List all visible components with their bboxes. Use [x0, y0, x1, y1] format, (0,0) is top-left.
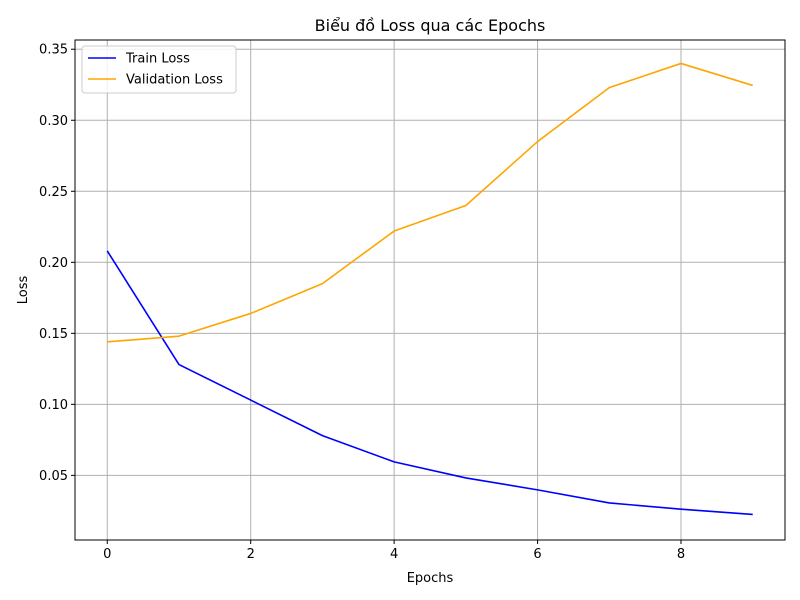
x-tick-label: 2: [247, 547, 255, 562]
legend-label-validation-loss: Validation Loss: [126, 73, 223, 88]
y-tick-label: 0.15: [39, 327, 68, 342]
y-tick-label: 0.20: [39, 256, 68, 271]
y-axis-label: Loss: [16, 276, 31, 305]
legend: Train Loss Validation Loss: [81, 45, 237, 94]
train-loss-line: [106, 250, 753, 516]
x-tick-label: 8: [677, 547, 685, 562]
x-axis-label: Epochs: [407, 571, 454, 586]
legend-box: [81, 45, 237, 94]
x-tick-label: 6: [533, 547, 541, 562]
series-layer: [106, 62, 753, 516]
y-tick-label: 0.35: [39, 43, 68, 58]
x-tick-label: 0: [103, 547, 111, 562]
y-tick-label: 0.30: [39, 114, 68, 129]
y-tick-label: 0.05: [39, 469, 68, 484]
chart-title: Biểu đồ Loss qua các Epochs: [315, 16, 546, 35]
y-tick-label: 0.10: [39, 398, 68, 413]
validation-loss-line: [107, 62, 753, 343]
tick-layer: 0 2 4 6 8 0.05 0.10 0.15 0.20 0.25 0.30 0.35: [39, 43, 685, 562]
legend-label-train-loss: Train Loss: [125, 52, 190, 67]
grid-layer: [75, 40, 785, 540]
x-tick-label: 4: [390, 547, 398, 562]
y-tick-label: 0.25: [39, 185, 68, 200]
plot-frame: [74, 39, 786, 541]
